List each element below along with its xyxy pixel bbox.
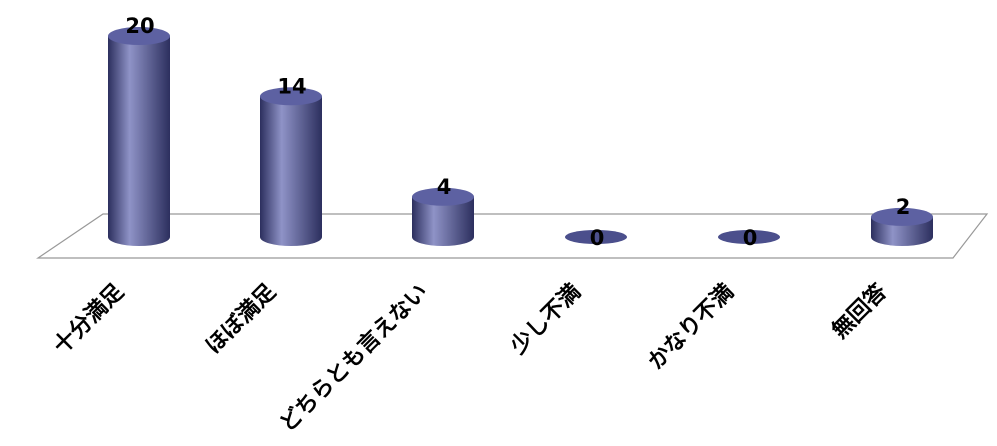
data-label: 2 — [896, 195, 911, 219]
category-label: かなり不満 — [643, 279, 739, 375]
data-label: 4 — [437, 175, 452, 199]
bar-body — [108, 36, 170, 246]
bar-5 — [718, 230, 780, 244]
category-label: どちらとも言えない — [275, 279, 433, 437]
category-label: 十分満足 — [48, 279, 129, 360]
bar-2 — [260, 87, 322, 246]
bar-top — [412, 187, 474, 206]
bar-body — [260, 96, 322, 246]
category-label: 無回答 — [827, 278, 893, 344]
data-label: 0 — [590, 226, 605, 250]
data-label: 0 — [743, 226, 758, 250]
category-label: 少し不満 — [505, 279, 586, 360]
bar-3 — [412, 187, 474, 246]
bar-zero-disc — [718, 230, 780, 244]
bar-zero-disc — [565, 230, 627, 244]
data-label: 14 — [277, 74, 306, 98]
bar-top — [871, 207, 933, 226]
bar-4 — [565, 230, 627, 244]
bar-top — [260, 87, 322, 106]
chart-floor — [36, 213, 989, 259]
bar-6 — [871, 207, 933, 246]
bar-body — [412, 196, 474, 246]
category-label: ほぼ満足 — [200, 279, 281, 360]
bar-top — [108, 27, 170, 45]
bar-1 — [108, 27, 170, 246]
data-label: 20 — [125, 14, 154, 38]
